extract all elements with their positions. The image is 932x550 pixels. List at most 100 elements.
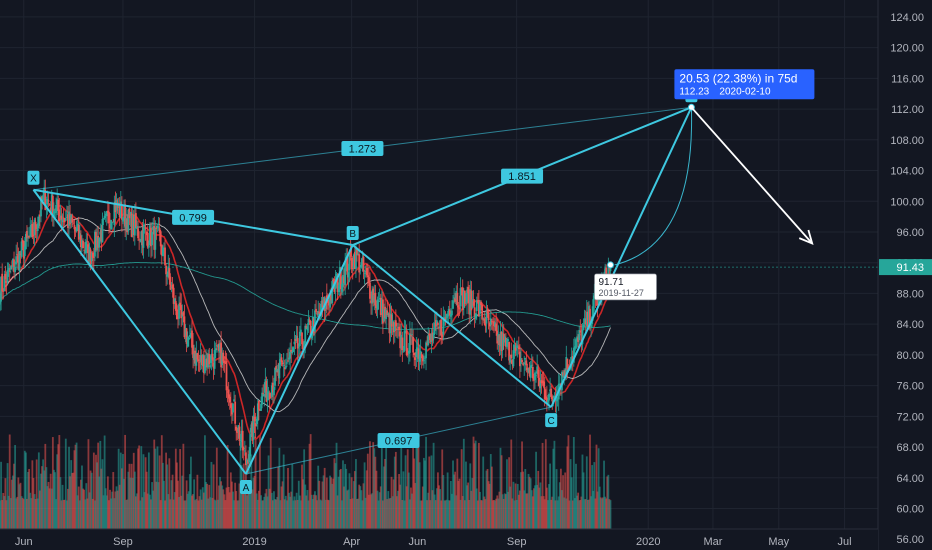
volume-bar <box>198 496 201 529</box>
volume-bar <box>261 500 264 529</box>
candle <box>257 400 260 410</box>
candle <box>470 290 473 311</box>
volume-bar <box>74 444 77 529</box>
candle <box>400 334 403 349</box>
candle <box>545 397 548 404</box>
volume-bar <box>411 493 413 529</box>
volume-bar <box>438 485 440 529</box>
volume-bar <box>434 500 437 529</box>
candle <box>566 358 569 370</box>
volume-bar <box>547 500 549 529</box>
candle <box>228 396 231 403</box>
candle <box>128 208 131 219</box>
volume-bar <box>281 481 284 529</box>
candle <box>577 337 580 342</box>
candle <box>114 201 117 213</box>
volume-bar <box>544 439 547 529</box>
volume-bar <box>348 473 351 529</box>
candle <box>232 403 234 413</box>
candle <box>145 231 148 236</box>
candle <box>118 203 121 218</box>
volume-bar <box>160 435 163 529</box>
volume-bar <box>207 498 210 529</box>
candle <box>420 353 423 359</box>
volume-bar <box>375 470 378 529</box>
candle <box>81 240 83 249</box>
volume-bar <box>180 495 183 529</box>
volume-bar <box>415 442 418 529</box>
candle <box>212 362 215 369</box>
volume-bar <box>344 464 347 529</box>
candle <box>274 367 276 386</box>
volume-bar <box>55 499 57 529</box>
volume-bar <box>220 481 223 529</box>
candle <box>262 393 265 394</box>
volume-bar <box>495 498 498 529</box>
volume-bar <box>494 500 496 529</box>
volume-bar <box>157 482 160 529</box>
ratio-label: 0.799 <box>179 212 207 224</box>
candle <box>378 298 381 300</box>
candle <box>534 372 536 380</box>
volume-bar <box>253 475 256 529</box>
candle <box>485 311 488 324</box>
candle <box>200 355 203 366</box>
volume-bar <box>90 472 93 529</box>
ratio-box <box>341 141 384 157</box>
candle <box>596 298 599 306</box>
volume-bar <box>49 473 52 529</box>
volume-bar <box>405 486 408 529</box>
candle <box>475 299 478 311</box>
volume-bar <box>22 499 25 529</box>
volume-bar <box>482 456 485 529</box>
volume-bar <box>342 460 344 529</box>
candle <box>392 322 395 333</box>
candle <box>186 337 189 347</box>
volume-bar <box>577 492 580 529</box>
candle <box>447 308 450 316</box>
candle <box>461 287 464 310</box>
volume-bar <box>563 497 566 529</box>
volume-bar <box>475 488 478 529</box>
volume-bar <box>603 460 605 529</box>
volume-bar <box>539 482 542 529</box>
volume-bar <box>59 477 62 529</box>
volume-bar <box>234 482 237 529</box>
volume-bar <box>283 499 286 529</box>
candle <box>0 302 1 304</box>
price-axis[interactable]: 56.00 60.00 64.00 68.00 72.00 76.00 80.00 84.00… <box>877 0 932 550</box>
candle <box>365 268 368 276</box>
volume-bar <box>314 491 316 529</box>
volume-bar <box>591 465 594 529</box>
candle <box>300 329 302 334</box>
candle <box>225 361 228 391</box>
volume-bar <box>578 500 581 529</box>
volume-bar <box>511 498 514 529</box>
candle <box>87 244 90 264</box>
time-axis[interactable]: Jun Sep 2019 Apr Jun Sep 2020 Mar May Jul <box>0 528 878 550</box>
volume-bar <box>208 484 211 529</box>
candle <box>576 336 578 341</box>
candle <box>440 319 443 336</box>
volume-bar <box>289 496 292 529</box>
candle <box>556 397 559 399</box>
candle <box>473 307 476 317</box>
candle <box>377 301 380 302</box>
candle <box>89 249 92 264</box>
candle <box>222 352 225 362</box>
time-tick-label: Jul <box>838 536 852 548</box>
volume-bar <box>5 500 8 529</box>
volume-bar <box>247 480 249 529</box>
volume-bar <box>184 500 187 529</box>
candle <box>13 259 15 273</box>
candle <box>263 394 266 397</box>
candle <box>136 226 138 230</box>
volume-bar <box>530 490 533 529</box>
volume-bar <box>378 492 381 529</box>
candle <box>489 318 492 325</box>
candle <box>567 366 570 368</box>
candle <box>494 322 496 328</box>
candle <box>270 385 273 397</box>
candle <box>245 452 247 466</box>
